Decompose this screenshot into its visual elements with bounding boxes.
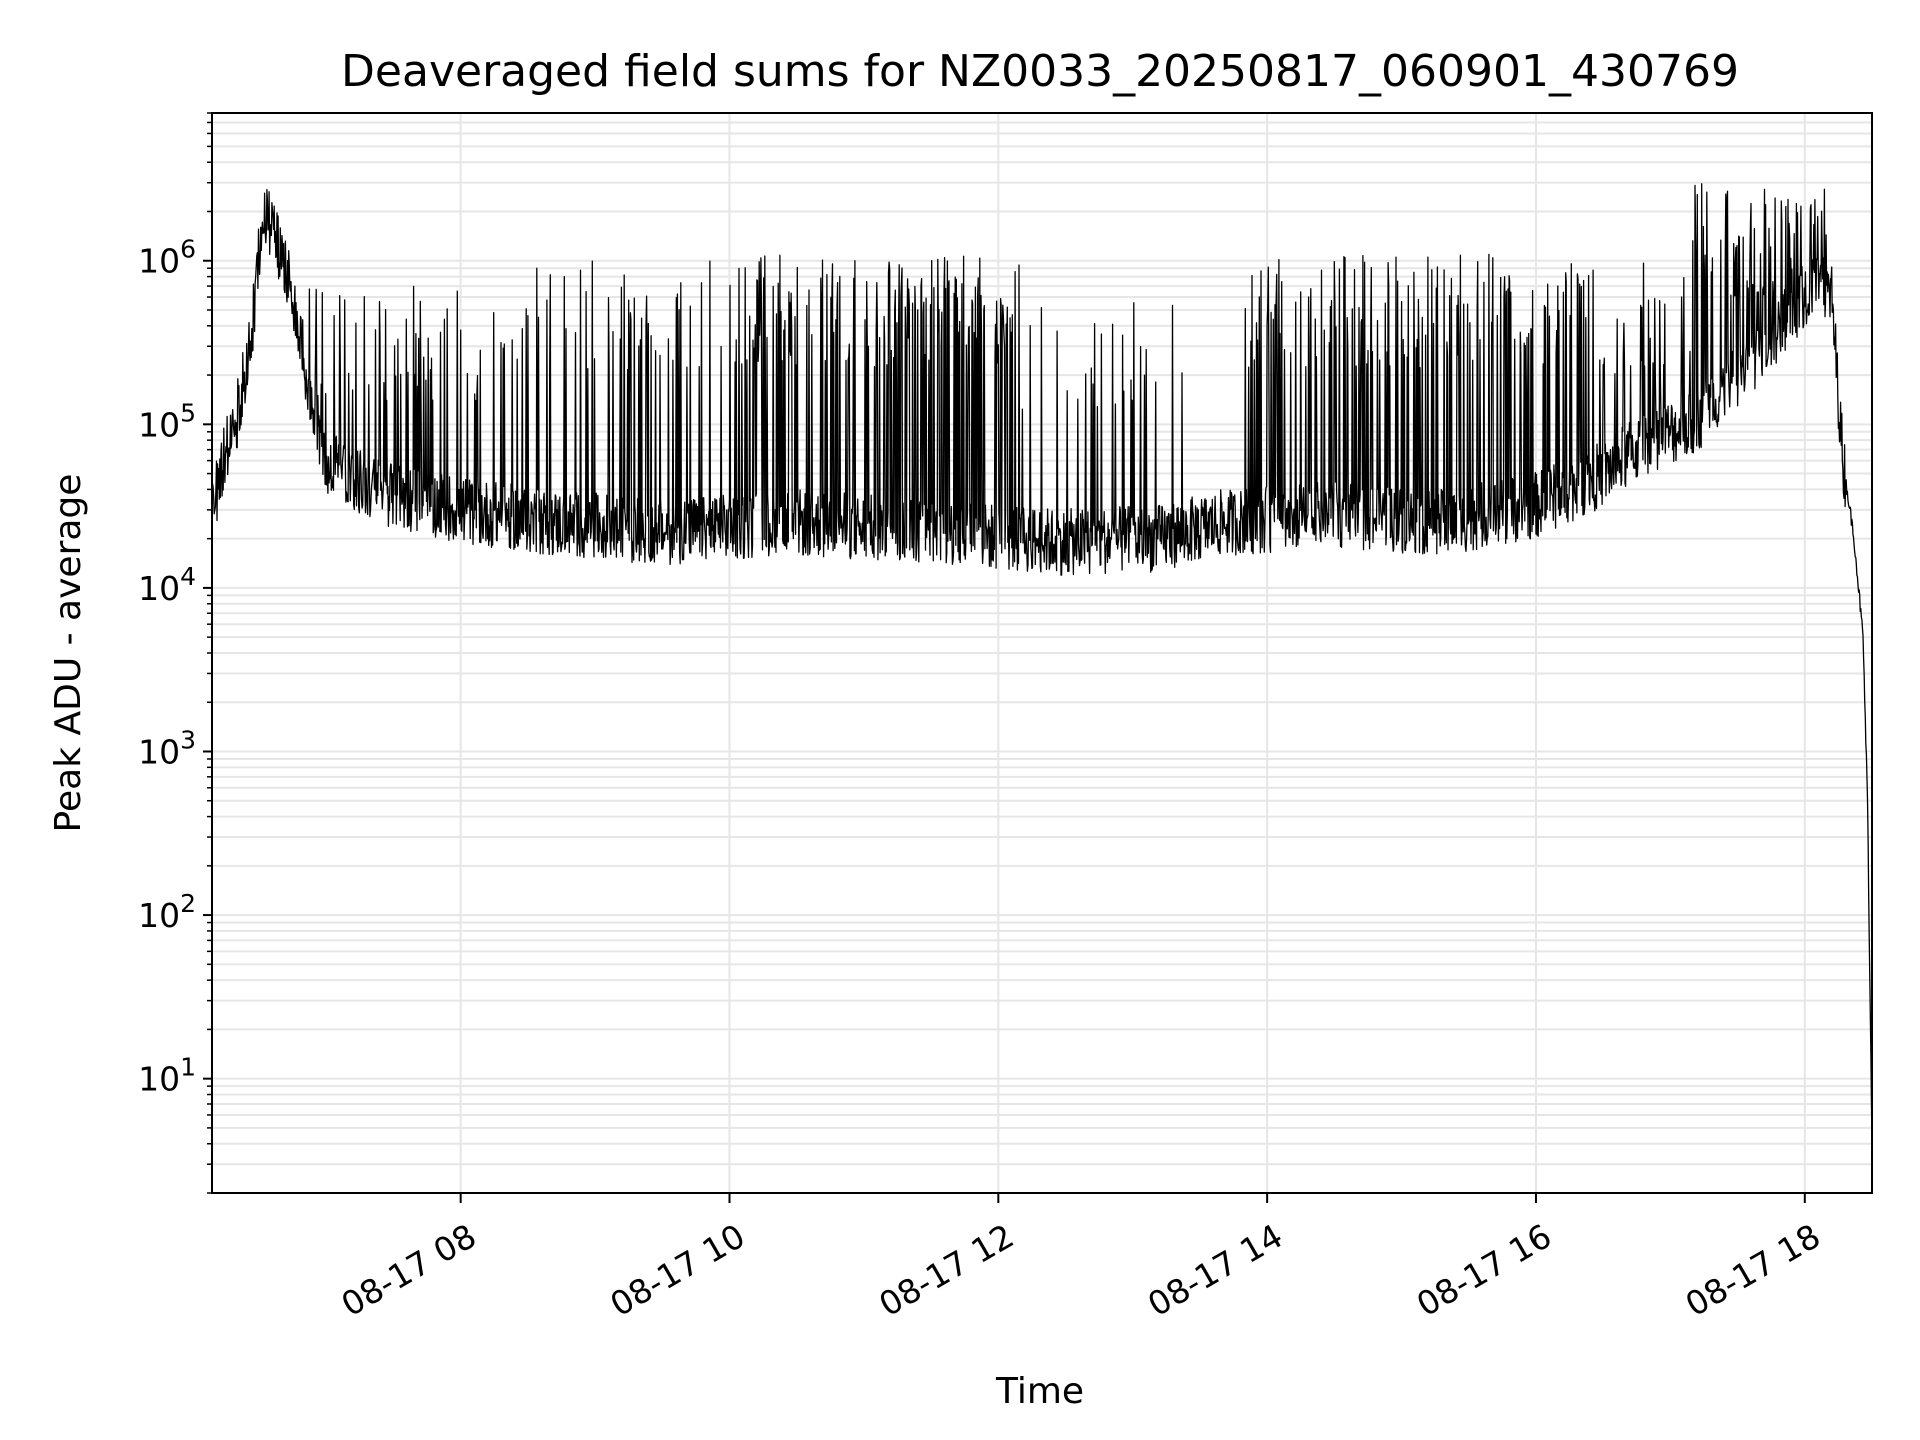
chart-title: Deaveraged field sums for NZ0033_2025081…	[341, 46, 1739, 97]
y-axis-label: Peak ADU - average	[48, 474, 89, 833]
y-tick-label: 103	[138, 725, 196, 771]
x-axis-label: Time	[995, 1371, 1084, 1412]
series-line	[212, 183, 1872, 1145]
